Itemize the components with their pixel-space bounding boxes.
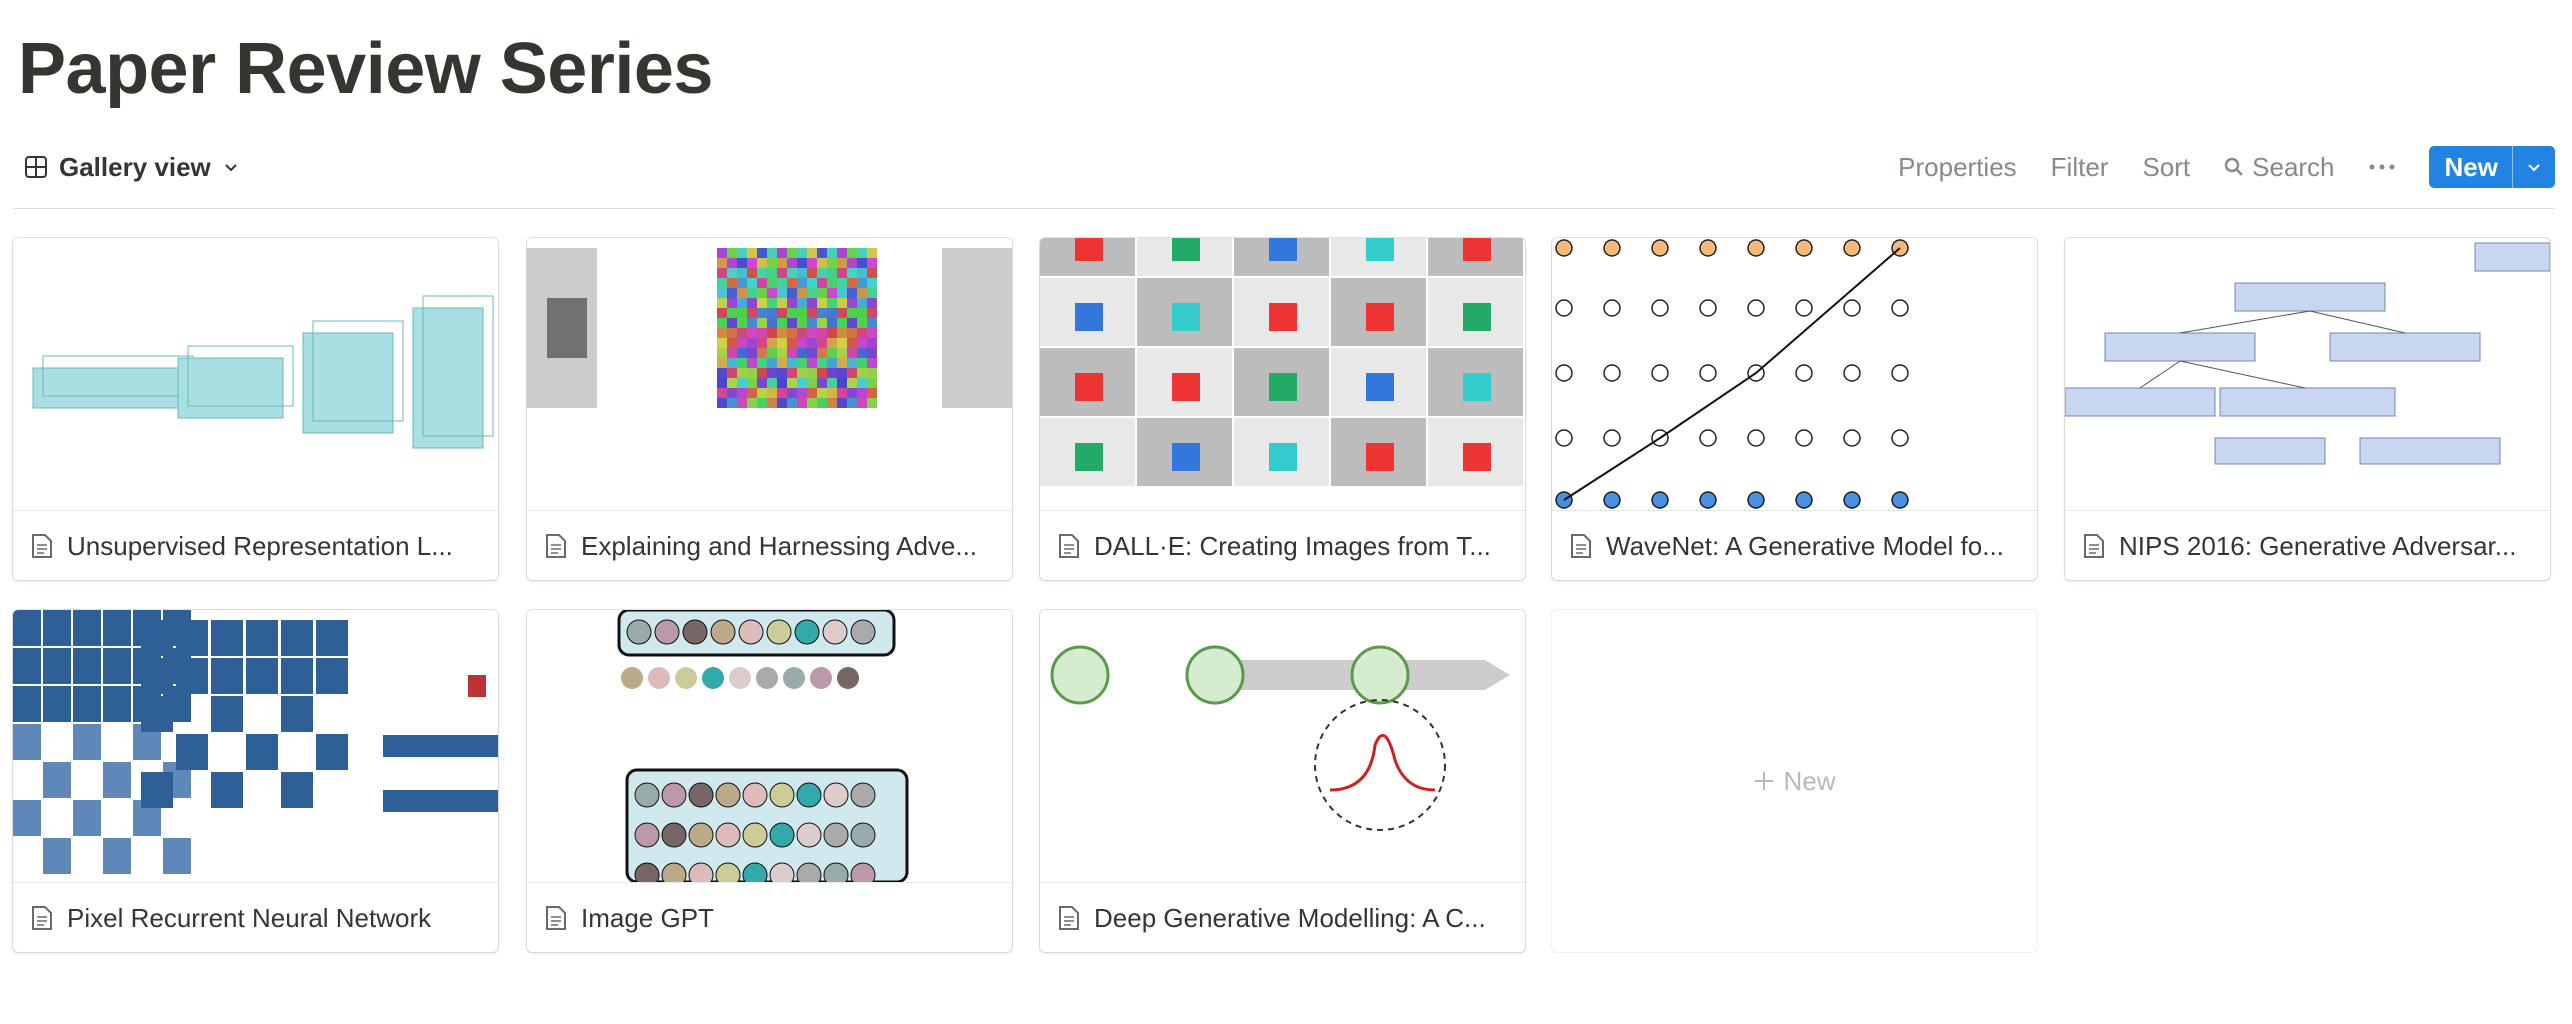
more-icon <box>2369 164 2395 170</box>
add-card[interactable]: New <box>1552 610 2037 952</box>
card-title: Unsupervised Representation L... <box>67 530 453 561</box>
new-label: New <box>2444 151 2498 182</box>
gallery-card[interactable]: WaveNet: A Generative Model fo... <box>1552 238 2037 580</box>
page-icon <box>1059 906 1079 930</box>
card-cover <box>1050 645 1510 831</box>
chevron <box>2528 164 2540 172</box>
properties-label: Properties <box>1898 151 2017 182</box>
card-cover <box>32 295 494 449</box>
card-caption: NIPS 2016: Generative Adversar... <box>2065 510 2550 580</box>
card-caption: DALL·E: Creating Images from T... <box>1040 510 1525 580</box>
card-title: DALL·E: Creating Images from T... <box>1094 530 1491 561</box>
page-icon <box>546 906 566 930</box>
card-cover <box>1040 238 1523 486</box>
gallery-card[interactable]: Pixel Recurrent Neural Network <box>13 610 498 952</box>
new-button[interactable]: New <box>2428 146 2555 188</box>
card-title: Deep Generative Modelling: A C... <box>1094 902 1486 933</box>
new-dropdown[interactable] <box>2512 146 2555 188</box>
gallery-card[interactable]: Deep Generative Modelling: A C... <box>1040 610 1525 952</box>
chevron <box>225 164 237 172</box>
page-icon <box>1059 534 1079 558</box>
more-button[interactable] <box>2369 163 2395 171</box>
page-title: Paper Review Series <box>18 29 713 109</box>
card-caption: Pixel Recurrent Neural Network <box>13 882 498 952</box>
card-title: Pixel Recurrent Neural Network <box>67 902 432 933</box>
sort-button[interactable]: Sort <box>2142 152 2190 183</box>
gallery-card[interactable]: Unsupervised Representation L... <box>13 238 498 580</box>
page-icon <box>546 534 566 558</box>
card-cover <box>527 248 1012 408</box>
gallery-card[interactable]: Explaining and Harnessing Adve... <box>527 238 1012 580</box>
page-icon <box>32 534 52 558</box>
card-caption: Unsupervised Representation L... <box>13 510 498 580</box>
add-card-label: New <box>1783 765 1836 796</box>
page-icon <box>2084 534 2104 558</box>
view-label: Gallery view <box>59 151 211 182</box>
page-icon <box>32 906 52 930</box>
card-caption: WaveNet: A Generative Model fo... <box>1552 510 2037 580</box>
card-caption: Explaining and Harnessing Adve... <box>527 510 1012 580</box>
card-title: WaveNet: A Generative Model fo... <box>1606 530 2004 561</box>
sort-label: Sort <box>2142 151 2191 182</box>
search-icon <box>2224 157 2243 176</box>
gallery-card[interactable]: DALL·E: Creating Images from T... <box>1040 238 1525 580</box>
properties-button[interactable]: Properties <box>1898 152 2017 183</box>
view-switcher[interactable]: Gallery view <box>25 152 239 183</box>
card-caption: Deep Generative Modelling: A C... <box>1040 882 1525 952</box>
card-title: Image GPT <box>581 902 714 933</box>
gallery-card[interactable]: NIPS 2016: Generative Adversar... <box>2065 238 2550 580</box>
gallery-card[interactable]: Image GPT <box>527 610 1012 952</box>
page-icon <box>1571 534 1591 558</box>
card-title: NIPS 2016: Generative Adversar... <box>2119 530 2517 561</box>
filter-label: Filter <box>2050 151 2109 182</box>
card-cover <box>617 610 909 882</box>
search-button[interactable]: Search <box>2224 151 2335 183</box>
card-caption: Image GPT <box>527 882 1012 952</box>
plus-icon <box>1755 772 1774 790</box>
gallery-icon <box>25 156 47 178</box>
card-title: Explaining and Harnessing Adve... <box>581 530 978 561</box>
card-cover <box>2065 242 2550 465</box>
card-cover <box>1555 239 1909 509</box>
toolbar: Gallery view Properties Filter Sort Sear… <box>13 146 2555 188</box>
divider <box>13 208 2555 209</box>
filter-button[interactable]: Filter <box>2051 152 2109 183</box>
card-cover <box>13 610 498 874</box>
search-label: Search <box>2252 151 2335 182</box>
